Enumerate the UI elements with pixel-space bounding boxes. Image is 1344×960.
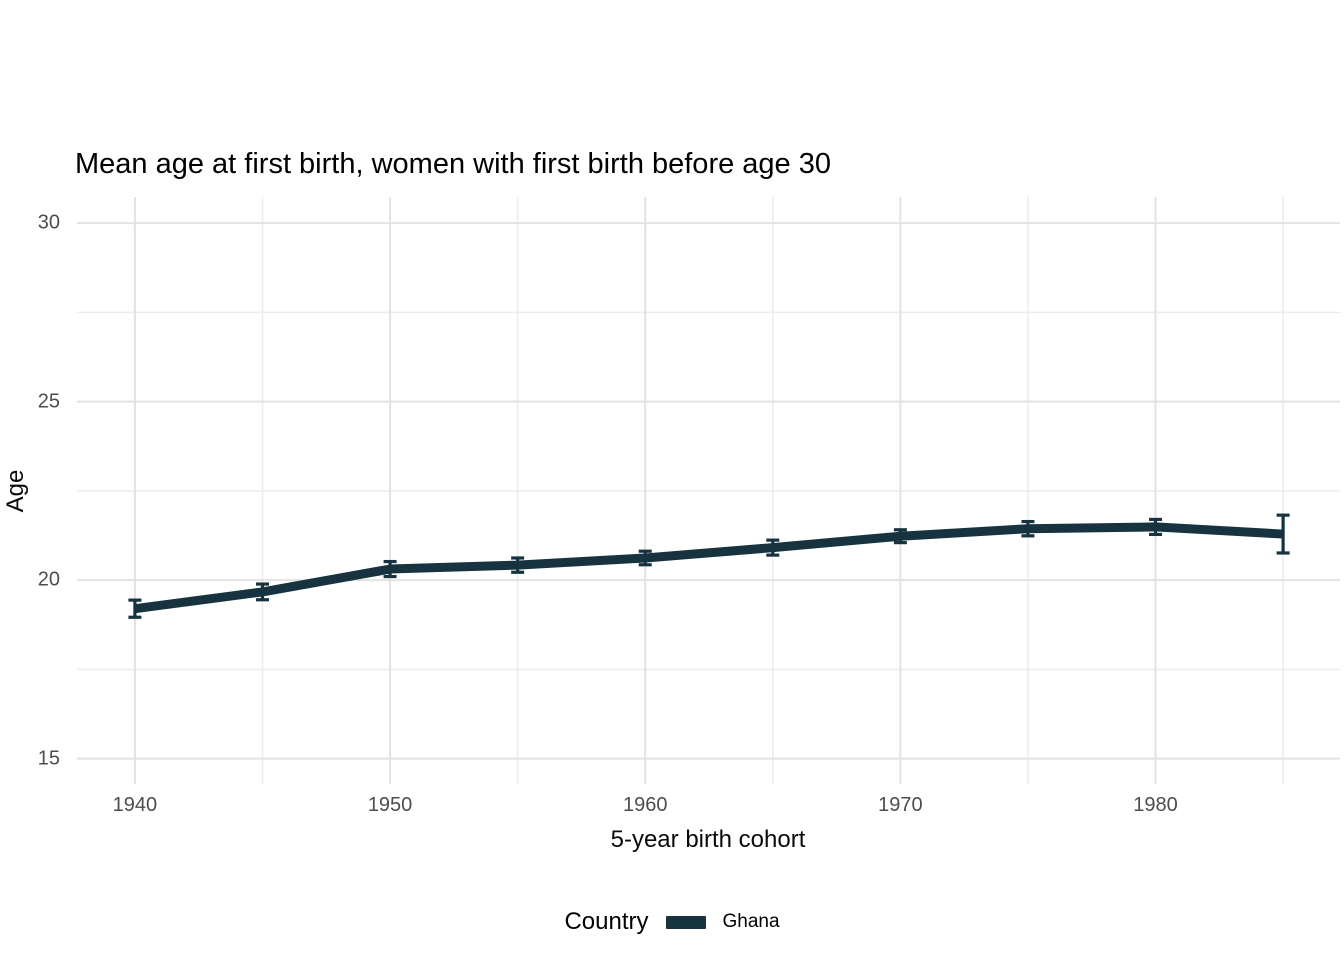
x-tick-label-1960: 1960 bbox=[622, 794, 668, 816]
y-tick-label-20: 20 bbox=[37, 568, 60, 591]
legend-swatch-ghana bbox=[665, 915, 706, 929]
x-tick-label-1970: 1970 bbox=[878, 794, 923, 816]
y-tick-label-25: 25 bbox=[37, 390, 60, 413]
chart-title: Mean age at first birth, women with firs… bbox=[75, 148, 831, 180]
x-tick-label-1950: 1950 bbox=[367, 794, 413, 816]
x-tick-label-1940: 1940 bbox=[112, 794, 158, 816]
x-axis-title: 5-year birth cohort bbox=[610, 826, 806, 853]
legend: Country Ghana bbox=[0, 906, 1344, 938]
x-tick-label-1980: 1980 bbox=[1133, 794, 1178, 816]
legend-item-label-ghana: Ghana bbox=[722, 911, 780, 932]
y-tick-label-15: 15 bbox=[37, 747, 60, 770]
y-axis-title: Age bbox=[2, 469, 29, 513]
legend-title: Country bbox=[564, 908, 649, 935]
series-line-ghana bbox=[134, 522, 1284, 614]
y-tick-label-30: 30 bbox=[37, 211, 60, 234]
